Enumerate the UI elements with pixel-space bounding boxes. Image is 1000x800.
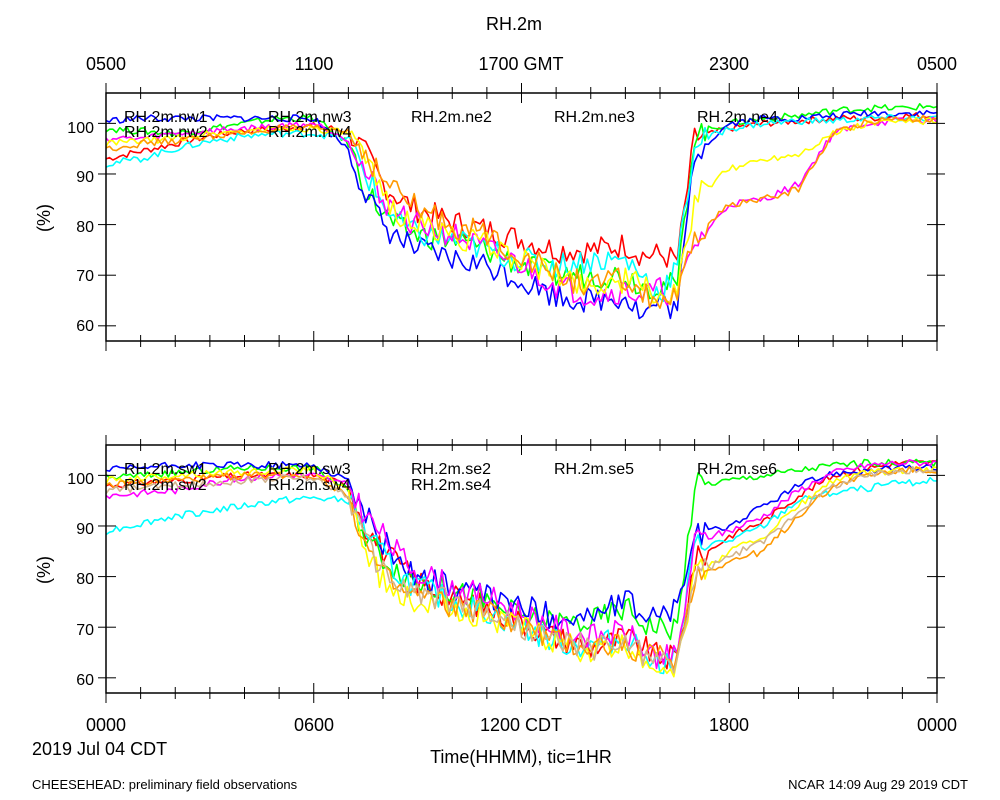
series-line-RH.2m.sw3 xyxy=(105,461,938,631)
ytick-label: 80 xyxy=(76,219,94,236)
ytick-label: 70 xyxy=(76,268,94,285)
ytick-label: 100 xyxy=(67,120,94,137)
legend-item: RH.2m.se5 xyxy=(554,461,634,478)
plot-frame xyxy=(105,444,938,694)
series-line-RH.2m.ne4 xyxy=(105,114,938,309)
ytick-label: 60 xyxy=(76,318,94,335)
bottom-panel: (%) 60 70 80 90 100 RH.2m.sw1 RH.2m.sw2 … xyxy=(34,435,957,767)
series-line-RH.2m.nw4 xyxy=(105,114,938,303)
top-xtick-label: 0500 xyxy=(917,54,957,74)
series-line-RH.2m.se2 xyxy=(105,459,938,670)
top-xtick-label: 0500 xyxy=(86,54,126,74)
legend-item: RH.2m.sw2 xyxy=(124,477,207,494)
ytick-label: 90 xyxy=(76,521,94,538)
footer-left: CHEESEHEAD: preliminary field observatio… xyxy=(32,777,298,792)
series-line-RH.2m.se6 xyxy=(105,466,938,674)
bottom-xtick-label: 1800 xyxy=(709,715,749,735)
legend-item: RH.2m.se6 xyxy=(697,461,777,478)
legend-item: RH.2m.ne3 xyxy=(554,109,635,126)
series-line-RH.2m.ne3 xyxy=(105,116,938,304)
bottom-xtick-label: 1200 CDT xyxy=(480,715,562,735)
bottom-xtick-label: 0000 xyxy=(917,715,957,735)
legend-item: RH.2m.ne4 xyxy=(697,109,778,126)
series-line-RH.2m.sw2 xyxy=(105,458,938,641)
top-panel: RH.2m 0500 1100 1700 GMT 2300 0500 (%) 6… xyxy=(34,14,957,351)
legend-item: RH.2m.nw2 xyxy=(124,124,208,141)
chart-title: RH.2m xyxy=(486,14,542,34)
top-xtick-label: 1700 GMT xyxy=(478,54,563,74)
series-line-RH.2m.ne2 xyxy=(105,116,938,306)
plot-frame xyxy=(105,92,938,342)
ytick-label: 80 xyxy=(76,571,94,588)
legend-item: RH.2m.sw4 xyxy=(268,477,351,494)
top-xtick-label: 2300 xyxy=(709,54,749,74)
ytick-label: 60 xyxy=(76,672,94,689)
y-axis-label: (%) xyxy=(34,204,54,232)
legend-item: RH.2m.nw3 xyxy=(268,109,352,126)
series-line-RH.2m.nw1 xyxy=(105,112,938,268)
series-line-RH.2m.nw3 xyxy=(105,109,938,320)
date-label: 2019 Jul 04 CDT xyxy=(32,739,167,759)
bottom-xtick-label: 0600 xyxy=(294,715,334,735)
footer-right: NCAR 14:09 Aug 29 2019 CDT xyxy=(788,777,968,792)
series-lines xyxy=(105,103,938,320)
ytick-label: 100 xyxy=(67,471,94,488)
series-line-RH.2m.sw4 xyxy=(105,476,938,675)
series-lines xyxy=(105,458,938,678)
legend-item: RH.2m.nw4 xyxy=(268,124,352,141)
legend-item: RH.2m.sw3 xyxy=(268,461,351,478)
legend-item: RH.2m.ne2 xyxy=(411,109,492,126)
legend-item: RH.2m.se2 xyxy=(411,461,491,478)
top-xtick-label: 1100 xyxy=(295,54,334,74)
legend-item: RH.2m.nw1 xyxy=(124,109,208,126)
ytick-label: 90 xyxy=(76,169,94,186)
legend-item: RH.2m.sw1 xyxy=(124,461,207,478)
axis-ticks xyxy=(98,83,945,351)
x-axis-label: Time(HHMM), tic=1HR xyxy=(430,747,612,767)
legend: RH.2m.sw1 RH.2m.sw2 RH.2m.sw3 RH.2m.sw4 … xyxy=(124,461,777,494)
legend-item: RH.2m.se4 xyxy=(411,477,491,494)
bottom-xtick-label: 0000 xyxy=(86,715,126,735)
legend: RH.2m.nw1 RH.2m.nw2 RH.2m.nw3 RH.2m.nw4 … xyxy=(124,109,778,141)
y-axis-label: (%) xyxy=(34,556,54,584)
ytick-label: 70 xyxy=(76,622,94,639)
